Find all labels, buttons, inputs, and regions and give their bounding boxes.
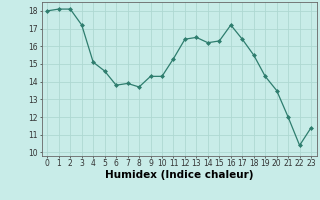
X-axis label: Humidex (Indice chaleur): Humidex (Indice chaleur) [105,170,253,180]
